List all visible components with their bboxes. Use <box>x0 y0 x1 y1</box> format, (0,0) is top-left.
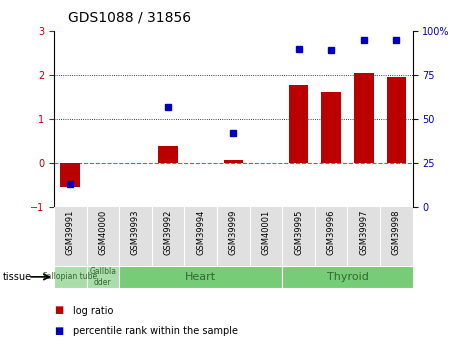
Bar <box>282 266 413 288</box>
Text: GSM40000: GSM40000 <box>98 210 107 255</box>
Text: ■: ■ <box>54 306 63 315</box>
Text: GSM39993: GSM39993 <box>131 210 140 255</box>
Text: log ratio: log ratio <box>73 306 113 315</box>
Text: GSM39991: GSM39991 <box>66 210 75 255</box>
Bar <box>386 77 406 163</box>
Text: GSM39995: GSM39995 <box>294 210 303 255</box>
Text: tissue: tissue <box>2 272 31 282</box>
Text: GSM39994: GSM39994 <box>196 210 205 255</box>
Bar <box>354 73 374 163</box>
Text: GSM39996: GSM39996 <box>327 210 336 255</box>
Text: percentile rank within the sample: percentile rank within the sample <box>73 326 238 336</box>
Bar <box>321 92 341 163</box>
Bar <box>159 146 178 163</box>
Text: Gallbla
dder: Gallbla dder <box>90 267 116 287</box>
Bar <box>289 85 308 163</box>
Bar <box>119 266 282 288</box>
Text: GSM39998: GSM39998 <box>392 210 401 255</box>
Text: Fallopian tube: Fallopian tube <box>43 272 97 282</box>
Text: Thyroid: Thyroid <box>326 272 369 282</box>
Text: GDS1088 / 31856: GDS1088 / 31856 <box>68 10 191 24</box>
Bar <box>61 163 80 187</box>
Text: GSM39997: GSM39997 <box>359 210 368 255</box>
Bar <box>54 266 87 288</box>
Text: ■: ■ <box>54 326 63 336</box>
Text: GSM39999: GSM39999 <box>229 210 238 255</box>
Text: GSM39992: GSM39992 <box>164 210 173 255</box>
Text: GSM40001: GSM40001 <box>261 210 271 255</box>
Bar <box>224 160 243 163</box>
Text: Heart: Heart <box>185 272 216 282</box>
Bar <box>87 266 119 288</box>
